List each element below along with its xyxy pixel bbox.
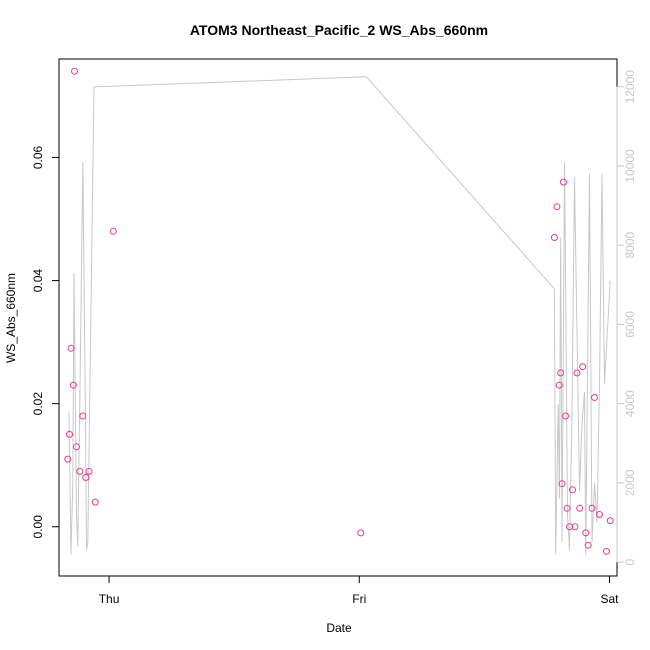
x-tick-label: Thu: [99, 592, 120, 606]
data-point: [550, 234, 558, 241]
data-point: [562, 412, 569, 420]
x-axis: Thu Fri Sat: [99, 575, 619, 606]
data-point: [555, 381, 563, 389]
y2-tick-label: 4000: [623, 390, 637, 417]
line-series-layer: [68, 76, 611, 555]
data-point: [76, 467, 84, 475]
x-axis-label: Date: [326, 621, 352, 635]
y2-tick-label: 12000: [623, 70, 637, 104]
x-tick-label: Sat: [600, 592, 619, 606]
y2-tick-label: 0: [623, 558, 637, 565]
data-point: [606, 517, 614, 525]
data-point: [67, 344, 75, 352]
y-axis-label: WS_Abs_660nm: [4, 273, 18, 363]
data-point: [109, 227, 117, 235]
data-point: [571, 523, 579, 531]
y2-axis: 0 2000 4000 6000 8000 10000 12000: [616, 70, 637, 565]
chart-title: ATOM3 Northeast_Pacific_2 WS_Abs_660nm: [190, 22, 488, 38]
data-point: [558, 480, 566, 488]
data-point: [569, 486, 576, 494]
data-point: [69, 381, 77, 389]
data-point: [64, 455, 72, 463]
data-point: [591, 394, 598, 401]
point-series-layer: [64, 67, 614, 555]
y-tick-label: 0.06: [31, 145, 45, 169]
x-tick-label: Fri: [352, 592, 366, 606]
y-tick-label: 0.04: [31, 269, 45, 293]
data-point: [91, 498, 99, 506]
y2-tick-label: 8000: [623, 232, 637, 259]
data-point: [603, 547, 610, 555]
plot-area: [58, 58, 618, 577]
data-point: [584, 541, 592, 549]
data-point: [82, 474, 90, 481]
data-point: [66, 430, 73, 438]
data-point: [79, 412, 87, 420]
y-tick-label: 0.02: [31, 392, 45, 416]
data-point: [71, 67, 78, 75]
data-point: [85, 467, 93, 475]
y-tick-label: 0.00: [31, 515, 45, 539]
series-line: [68, 76, 611, 555]
data-point: [579, 363, 587, 371]
data-point: [576, 504, 584, 512]
data-point: [560, 178, 567, 186]
data-point: [582, 529, 590, 537]
y2-tick-label: 2000: [623, 469, 637, 496]
data-point: [573, 369, 581, 377]
y-axis: 0.00 0.02 0.04 0.06: [31, 145, 60, 539]
data-point: [357, 529, 365, 537]
data-point: [588, 504, 596, 512]
y2-tick-label: 10000: [623, 149, 637, 183]
data-point: [596, 511, 603, 518]
data-point: [553, 203, 561, 211]
data-point: [563, 504, 571, 512]
plot-frame: [58, 58, 618, 577]
y2-tick-label: 6000: [623, 311, 637, 338]
data-point: [73, 443, 80, 451]
data-point: [557, 369, 565, 377]
